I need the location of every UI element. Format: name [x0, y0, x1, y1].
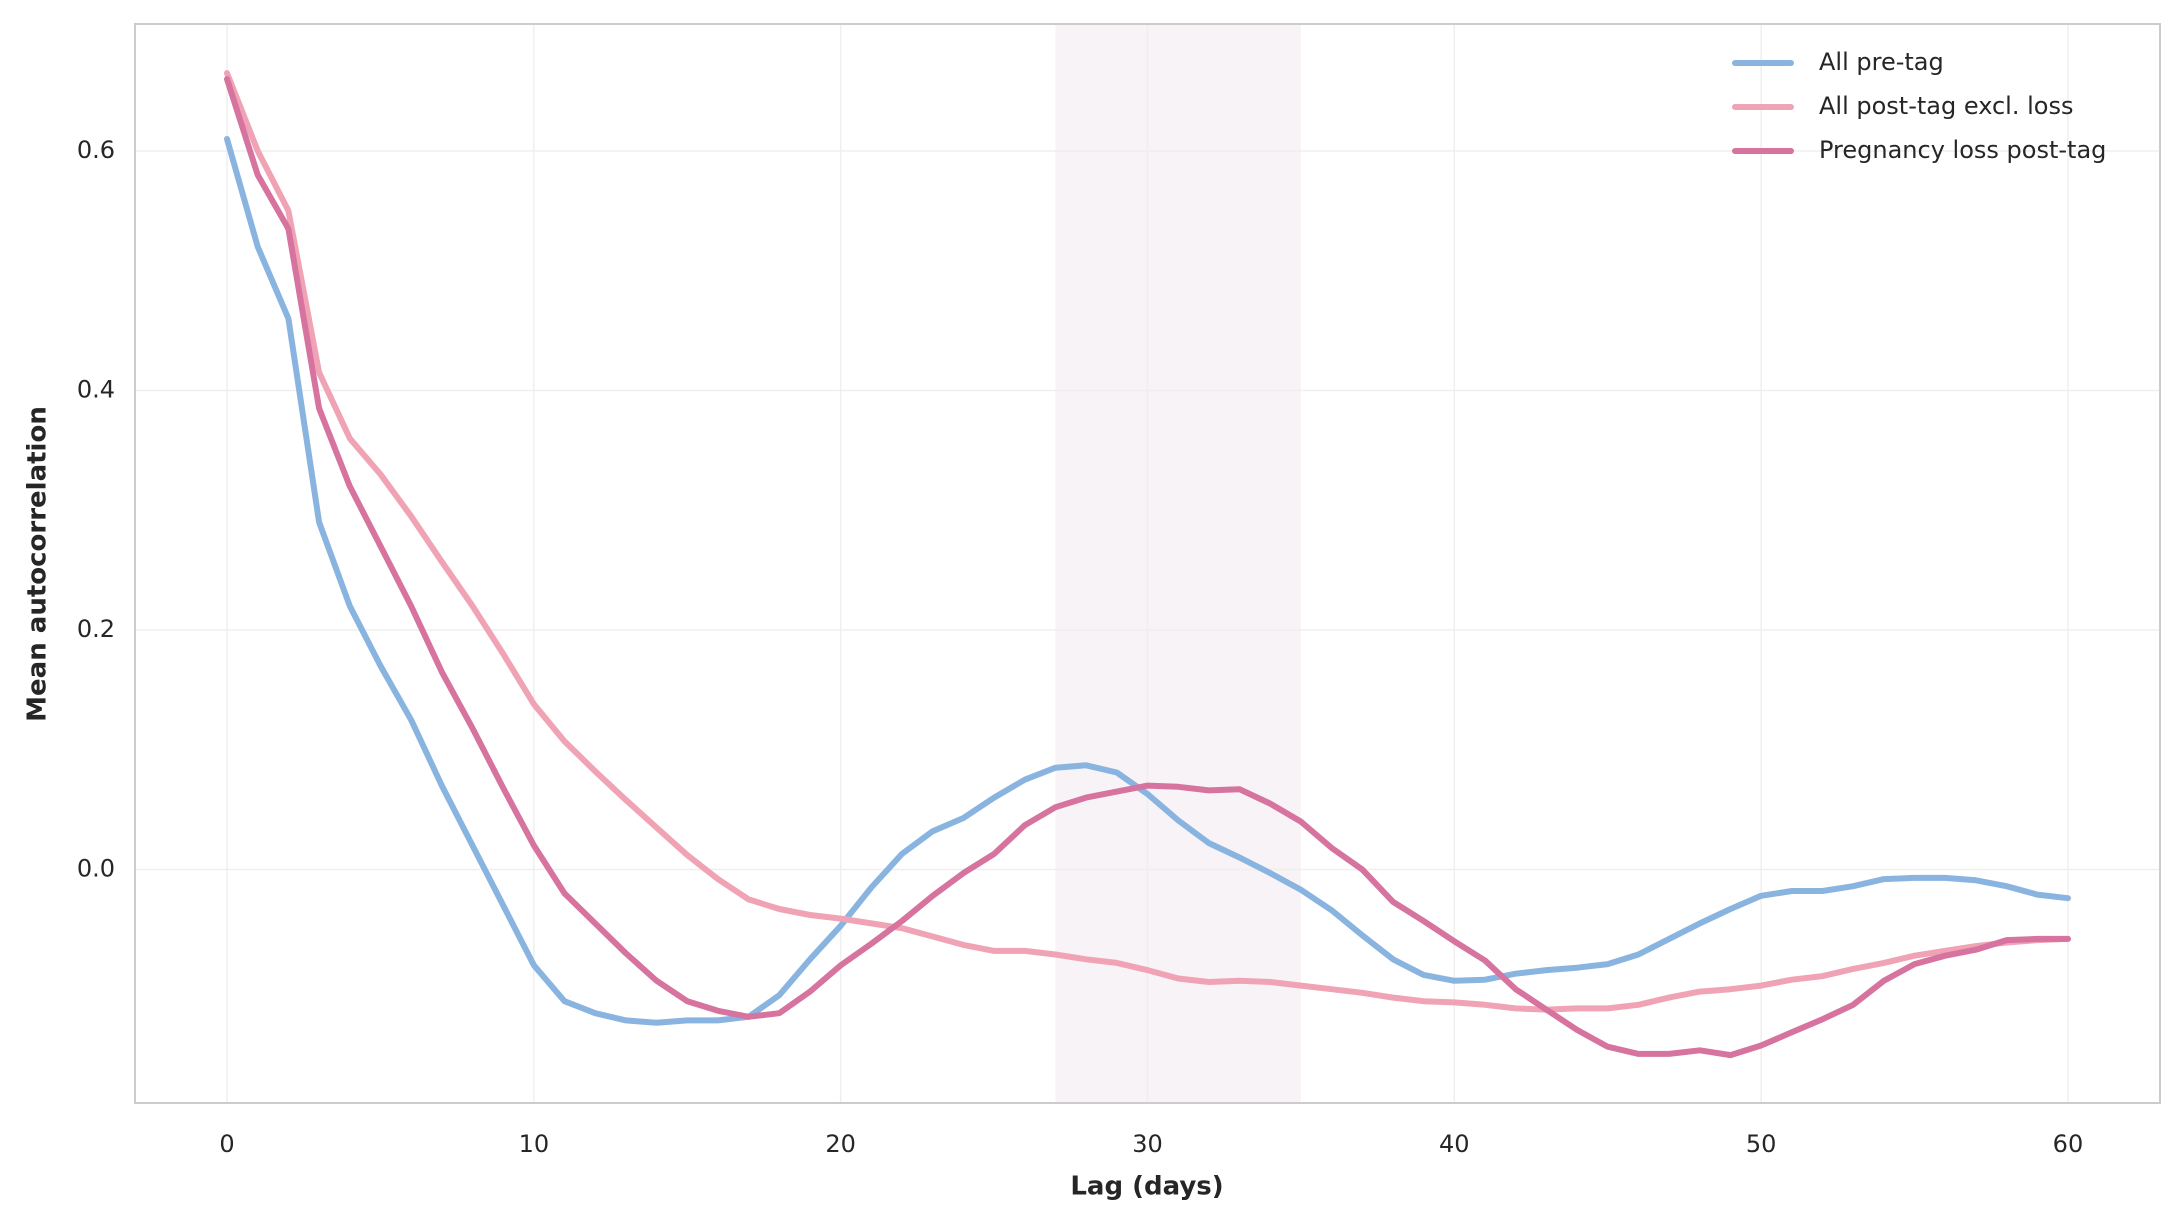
x-tick-label: 60 — [2053, 1130, 2084, 1158]
series-line — [224, 136, 2071, 1026]
legend-label: Pregnancy loss post-tag — [1819, 136, 2106, 164]
legend-label: All post-tag excl. loss — [1819, 92, 2073, 120]
y-tick-label: 0.0 — [77, 854, 115, 882]
x-tick-label: 20 — [825, 1130, 856, 1158]
series-line — [224, 76, 2071, 1059]
x-tick-label: 50 — [1746, 1130, 1777, 1158]
y-tick-label: 0.6 — [77, 136, 115, 164]
x-axis-title: Lag (days) — [1070, 1172, 1223, 1202]
y-tick-label: 0.4 — [77, 375, 115, 403]
highlight-span — [1055, 24, 1301, 1103]
series-line — [224, 70, 2071, 1013]
legend-label: All pre-tag — [1819, 48, 1944, 76]
x-tick-label: 40 — [1439, 1130, 1470, 1158]
x-tick-label: 30 — [1132, 1130, 1163, 1158]
x-tick-label: 10 — [519, 1130, 550, 1158]
y-tick-label: 0.2 — [77, 615, 115, 643]
x-tick-label: 0 — [219, 1130, 234, 1158]
y-axis-title: Mean autocorrelation — [23, 406, 53, 722]
plot-frame — [134, 23, 2161, 1104]
